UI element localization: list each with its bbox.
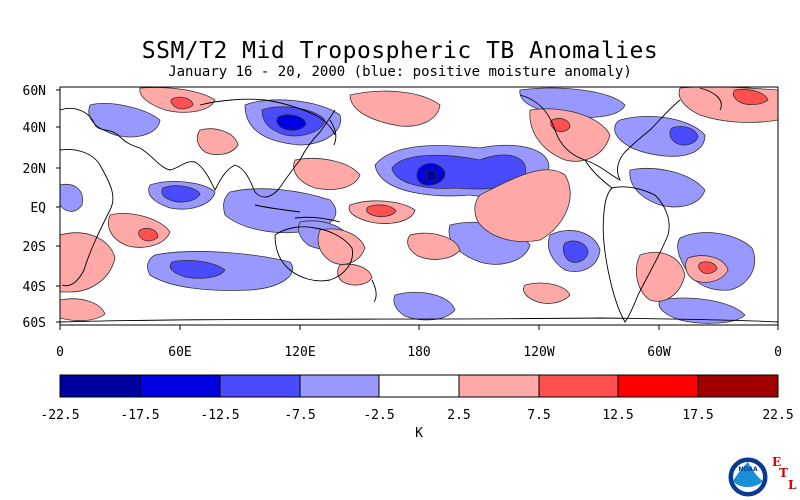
lat-label-eq: EQ <box>30 201 46 216</box>
red-anomaly-asia-north-core <box>170 96 194 110</box>
coastline-greenland <box>699 87 722 111</box>
red-anomaly-indian-ocean-core <box>138 228 159 242</box>
noaa-logo-text: NOAA <box>738 466 758 473</box>
colorbar-bin <box>378 374 460 398</box>
coastline-southeast-asia <box>234 109 336 198</box>
red-anomaly-north-pacific-west <box>349 90 441 127</box>
coastline-africa <box>60 149 114 287</box>
coastline-japan <box>329 119 337 146</box>
lat-label-20s: 20S <box>23 240 46 255</box>
longitude-axis: 0 60E 120E 180 120W 60W 0 <box>56 325 782 360</box>
red-anomaly-india <box>196 128 239 156</box>
coastline-new-zealand <box>371 279 377 303</box>
map-title: SSM/T2 Mid Tropospheric TB Anomalies <box>141 38 659 64</box>
lat-label-20n: 20N <box>23 162 46 177</box>
red-anomaly-central-pacific <box>474 169 571 242</box>
blue-anomaly-north-atlantic-core <box>669 126 699 146</box>
colorbar-label: -17.5 <box>120 408 159 423</box>
red-anomaly-dateline-eq-core <box>366 204 397 218</box>
blue-anomaly-atlantic-eq <box>629 168 706 208</box>
colorbar-bin <box>219 374 301 398</box>
colorbar-label: -2.5 <box>363 408 394 423</box>
colorbar-bin <box>139 374 221 398</box>
colorbar-bin <box>299 374 380 398</box>
lon-label-120e: 120E <box>284 345 315 360</box>
red-anomaly-northeast-pacific <box>529 108 611 162</box>
blue-anomaly-africa <box>60 183 83 212</box>
lat-label-40s: 40S <box>23 280 46 295</box>
colorbar-bin <box>617 374 699 398</box>
lon-label-60e: 60E <box>168 345 191 360</box>
latitude-axis: 60N 40N 20N EQ 20S 40S 60S <box>23 84 60 331</box>
colorbar-bin <box>538 374 619 398</box>
colorbar-label: 17.5 <box>682 408 713 423</box>
coastlines <box>60 87 778 323</box>
map-panel <box>59 86 779 326</box>
coastline-europe <box>60 107 141 149</box>
colorbar-label: -12.5 <box>200 408 239 423</box>
colorbar-bin <box>697 374 779 398</box>
map-subtitle: January 16 - 20, 2000 (blue: positive mo… <box>168 64 632 80</box>
colorbar-label: -22.5 <box>40 408 79 423</box>
colorbar-label: 7.5 <box>527 408 550 423</box>
colorbar-label: 12.5 <box>602 408 633 423</box>
blue-anomaly-southern-ocean-east <box>658 297 746 324</box>
blue-anomaly-south-indian-core <box>169 260 226 279</box>
red-anomaly-australia <box>317 228 366 265</box>
red-anomaly-east-pacific-south <box>523 282 571 304</box>
blue-anomaly-south-america-core <box>562 240 589 263</box>
red-anomaly-south-indian-far <box>60 298 106 322</box>
coastline-australia <box>274 226 353 282</box>
blue-anomaly-north-pacific-max <box>425 169 438 182</box>
noaa-etl-logo: NOAA E T L <box>727 455 797 498</box>
coastline-east-asia <box>199 98 336 136</box>
noaa-logo-bird-icon <box>733 462 763 488</box>
lon-label-180: 180 <box>407 345 430 360</box>
colorbar-label: -7.5 <box>284 408 315 423</box>
lat-label-40n: 40N <box>23 121 46 136</box>
logo-letter-t: T <box>779 466 788 480</box>
lon-label-60w: 60W <box>647 345 671 360</box>
colorbar-bin <box>458 374 540 398</box>
logo-letter-l: L <box>788 478 797 492</box>
lat-label-60n: 60N <box>23 84 46 99</box>
coastline-central-america <box>584 159 613 189</box>
noaa-logo: NOAA <box>727 456 769 498</box>
logo-letter-e: E <box>772 455 781 469</box>
red-anomaly-northeast-pacific-core <box>550 118 571 133</box>
colorbar-bin <box>59 374 141 398</box>
coastline-north-america <box>519 94 681 182</box>
colorbar-label: 2.5 <box>447 408 470 423</box>
coastline-south-america <box>602 186 670 323</box>
coastline-antarctica <box>60 317 778 323</box>
red-anomaly-south-atlantic-mid-core <box>698 261 718 274</box>
red-anomaly-south-pacific <box>407 232 461 260</box>
red-anomaly-south-america-east <box>636 251 686 302</box>
blue-anomaly-japan-peak <box>276 114 307 131</box>
lon-label-0-west: 0 <box>56 345 64 360</box>
colorbar-label: 22.5 <box>762 408 793 423</box>
blue-anomaly-arabian-core <box>161 185 201 203</box>
colorbar-unit: K <box>415 426 423 441</box>
red-anomaly-west-pacific-north <box>293 157 361 190</box>
red-anomaly-north-atlantic-core <box>732 89 769 106</box>
red-anomaly-south-atlantic <box>60 232 116 293</box>
lon-label-120w: 120W <box>523 345 554 360</box>
lat-label-60s: 60S <box>23 316 46 331</box>
anomaly-contours <box>60 87 778 324</box>
coastline-arabia-india <box>139 147 236 192</box>
colorbar: -22.5 -17.5 -12.5 -7.5 -2.5 2.5 7.5 12.5… <box>40 374 794 441</box>
lon-label-0-east: 0 <box>774 345 782 360</box>
coastline-indonesia <box>254 204 341 223</box>
